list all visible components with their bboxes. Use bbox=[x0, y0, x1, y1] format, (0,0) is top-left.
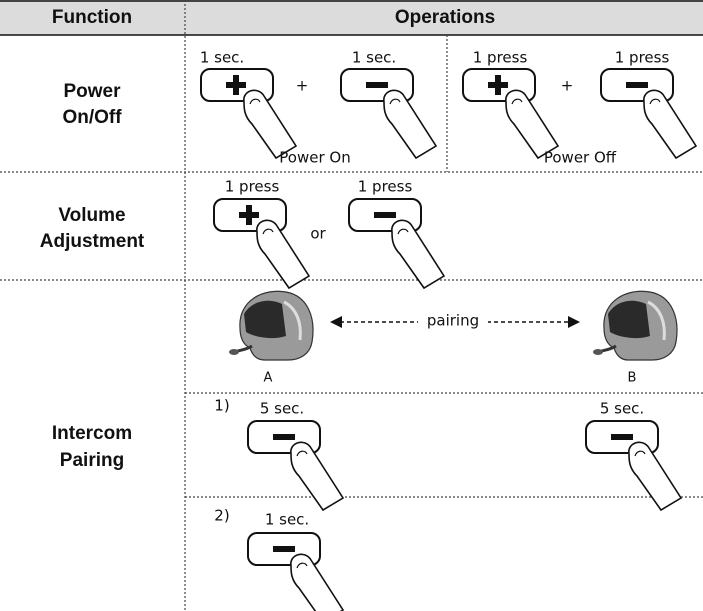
header-function: Function bbox=[52, 7, 132, 28]
button-label: 5 sec. bbox=[600, 400, 644, 418]
button-label: 1 sec. bbox=[352, 49, 396, 67]
joiner: + bbox=[561, 77, 574, 95]
function-label: Power bbox=[63, 81, 121, 102]
function-label: On/Off bbox=[62, 107, 122, 128]
step-number: 1) bbox=[214, 397, 229, 415]
button-label: 1 sec. bbox=[200, 49, 244, 67]
step-number: 2) bbox=[214, 507, 229, 525]
function-label: Volume bbox=[58, 205, 125, 226]
joiner: + bbox=[296, 77, 309, 95]
header-operations: Operations bbox=[395, 7, 495, 28]
button-label: 5 sec. bbox=[260, 400, 304, 418]
button-label: 1 press bbox=[225, 178, 280, 196]
header-bg bbox=[0, 0, 703, 35]
device-label: B bbox=[628, 371, 637, 386]
button-label: 1 press bbox=[615, 49, 670, 67]
caption: Power Off bbox=[544, 149, 617, 167]
joiner: or bbox=[310, 225, 326, 243]
function-label: Intercom bbox=[52, 423, 132, 444]
device-label: A bbox=[264, 371, 273, 386]
function-label: Pairing bbox=[60, 450, 124, 471]
arrow-label: pairing bbox=[427, 312, 479, 330]
button-label: 1 press bbox=[473, 49, 528, 67]
button-label: 1 sec. bbox=[265, 511, 309, 529]
caption: Power On bbox=[279, 149, 350, 167]
function-label: Adjustment bbox=[40, 231, 145, 252]
button-label: 1 press bbox=[358, 178, 413, 196]
